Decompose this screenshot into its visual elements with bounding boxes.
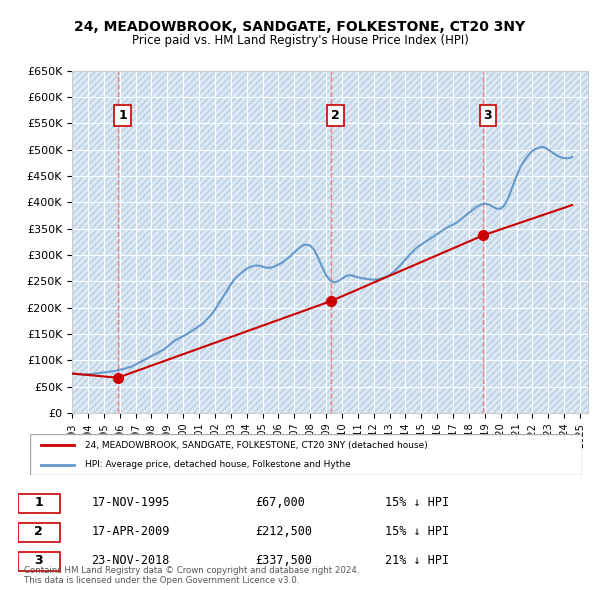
Text: 24, MEADOWBROOK, SANDGATE, FOLKESTONE, CT20 3NY (detached house): 24, MEADOWBROOK, SANDGATE, FOLKESTONE, C… — [85, 441, 428, 450]
FancyBboxPatch shape — [18, 493, 60, 513]
Text: 2: 2 — [34, 525, 43, 538]
Text: 3: 3 — [35, 554, 43, 567]
Text: 24, MEADOWBROOK, SANDGATE, FOLKESTONE, CT20 3NY: 24, MEADOWBROOK, SANDGATE, FOLKESTONE, C… — [74, 19, 526, 34]
Text: Price paid vs. HM Land Registry's House Price Index (HPI): Price paid vs. HM Land Registry's House … — [131, 34, 469, 47]
Text: 17-APR-2009: 17-APR-2009 — [91, 525, 170, 538]
Text: 15% ↓ HPI: 15% ↓ HPI — [385, 496, 449, 509]
Text: Contains HM Land Registry data © Crown copyright and database right 2024.
This d: Contains HM Land Registry data © Crown c… — [24, 566, 359, 585]
Text: HPI: Average price, detached house, Folkestone and Hythe: HPI: Average price, detached house, Folk… — [85, 460, 351, 469]
Text: 15% ↓ HPI: 15% ↓ HPI — [385, 525, 449, 538]
Text: 21% ↓ HPI: 21% ↓ HPI — [385, 554, 449, 567]
FancyBboxPatch shape — [18, 552, 60, 571]
Text: 3: 3 — [484, 109, 492, 122]
Text: 23-NOV-2018: 23-NOV-2018 — [91, 554, 170, 567]
Text: 17-NOV-1995: 17-NOV-1995 — [91, 496, 170, 509]
Text: £337,500: £337,500 — [255, 554, 312, 567]
Text: 1: 1 — [34, 496, 43, 509]
Text: £67,000: £67,000 — [255, 496, 305, 509]
FancyBboxPatch shape — [18, 523, 60, 542]
FancyBboxPatch shape — [30, 434, 582, 475]
Text: 2: 2 — [331, 109, 340, 122]
Text: £212,500: £212,500 — [255, 525, 312, 538]
Text: 1: 1 — [118, 109, 127, 122]
